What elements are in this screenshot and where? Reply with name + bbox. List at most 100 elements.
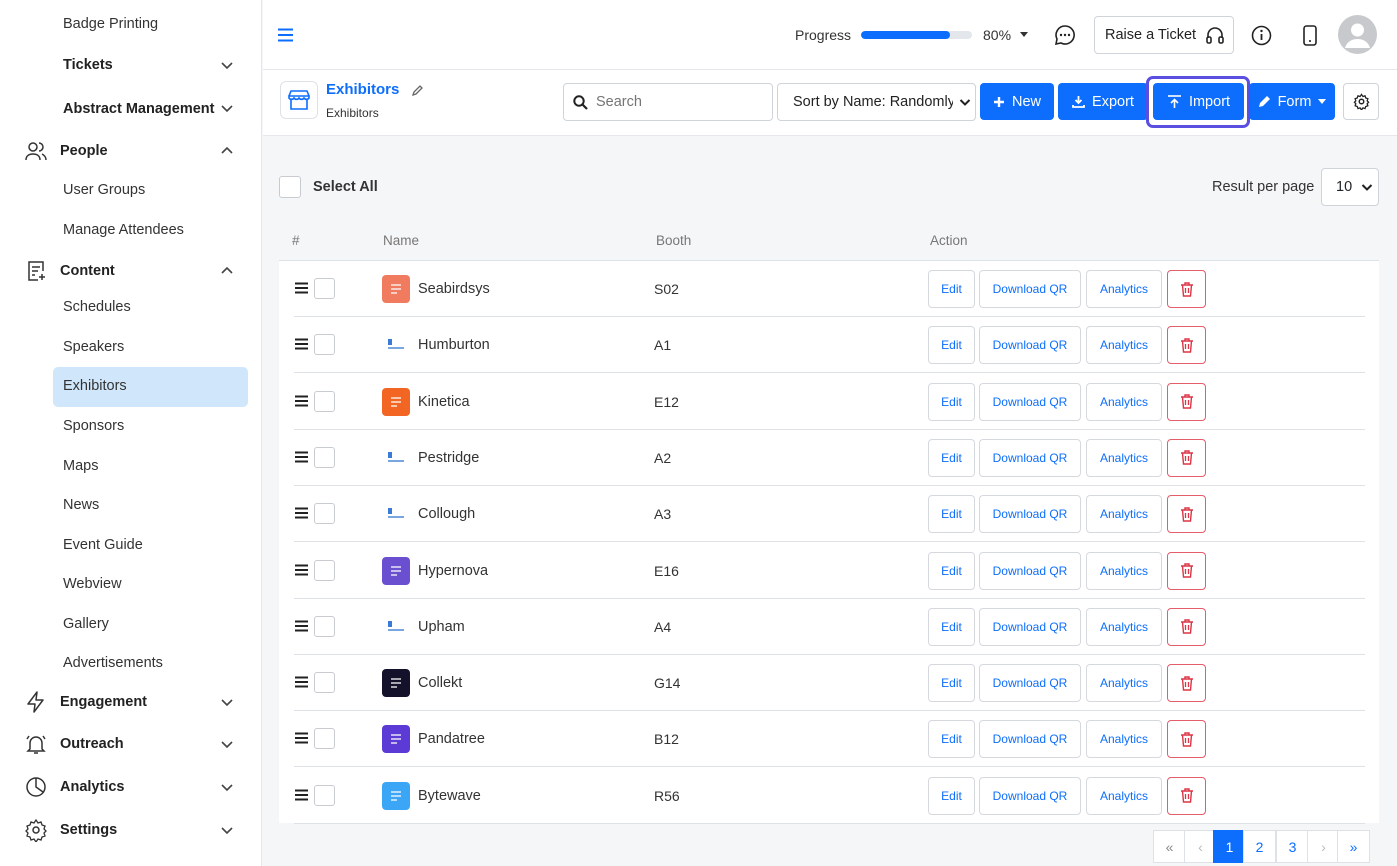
sidebar-item-maps[interactable]: Maps bbox=[63, 458, 99, 474]
chevron-down-icon[interactable] bbox=[219, 694, 235, 710]
sidebar-item-event-guide[interactable]: Event Guide bbox=[63, 537, 143, 553]
drag-handle-icon[interactable] bbox=[295, 282, 308, 294]
mobile-phone-icon[interactable] bbox=[1302, 25, 1318, 46]
row-checkbox[interactable] bbox=[314, 559, 335, 581]
avatar[interactable] bbox=[1338, 15, 1377, 54]
download-qr-button[interactable]: Download QR bbox=[979, 382, 1081, 421]
delete-button[interactable] bbox=[1167, 270, 1206, 308]
sidebar-item-tickets[interactable]: Tickets bbox=[63, 57, 113, 73]
delete-button[interactable] bbox=[1167, 326, 1206, 365]
sidebar-item-exhibitors[interactable]: Exhibitors bbox=[63, 378, 127, 394]
chevron-down-icon[interactable] bbox=[219, 779, 235, 795]
edit-button[interactable]: Edit bbox=[928, 382, 975, 421]
select-all-checkbox[interactable] bbox=[279, 176, 301, 198]
sidebar-section-outreach[interactable]: Outreach bbox=[24, 730, 239, 758]
chevron-down-icon[interactable] bbox=[219, 57, 235, 73]
export-button[interactable]: Export bbox=[1058, 83, 1148, 120]
row-checkbox[interactable] bbox=[314, 672, 335, 694]
chat-icon[interactable] bbox=[1054, 24, 1076, 46]
analytics-button[interactable]: Analytics bbox=[1086, 270, 1162, 308]
delete-button[interactable] bbox=[1167, 438, 1206, 477]
analytics-button[interactable]: Analytics bbox=[1086, 776, 1162, 815]
drag-handle-icon[interactable] bbox=[295, 338, 308, 350]
import-button[interactable]: Import bbox=[1153, 83, 1244, 120]
sidebar-item-gallery[interactable]: Gallery bbox=[63, 616, 109, 632]
chevron-down-icon[interactable] bbox=[219, 736, 235, 752]
row-checkbox[interactable] bbox=[314, 615, 335, 637]
sidebar-item-webview[interactable]: Webview bbox=[63, 576, 122, 592]
sidebar-item-sponsors[interactable]: Sponsors bbox=[63, 418, 125, 434]
analytics-button[interactable]: Analytics bbox=[1086, 438, 1162, 477]
sidebar-section-settings[interactable]: Settings bbox=[24, 816, 239, 844]
analytics-button[interactable]: Analytics bbox=[1086, 326, 1162, 365]
raise-ticket-button[interactable]: Raise a Ticket bbox=[1094, 16, 1234, 54]
download-qr-button[interactable]: Download QR bbox=[979, 270, 1081, 308]
delete-button[interactable] bbox=[1167, 664, 1206, 703]
pagination-page-1[interactable]: 1 bbox=[1213, 830, 1246, 863]
chevron-down-icon[interactable] bbox=[219, 100, 235, 116]
sort-select[interactable]: Sort by Name: Randomly bbox=[777, 83, 976, 121]
sidebar-item-user-groups[interactable]: User Groups bbox=[63, 182, 146, 198]
column-header-name[interactable]: Name bbox=[383, 233, 420, 248]
row-checkbox[interactable] bbox=[314, 278, 335, 299]
edit-button[interactable]: Edit bbox=[928, 438, 975, 477]
chevron-up-icon[interactable] bbox=[219, 143, 235, 159]
pagination-first[interactable]: « bbox=[1153, 830, 1186, 863]
delete-button[interactable] bbox=[1167, 607, 1206, 646]
row-checkbox[interactable] bbox=[314, 334, 335, 356]
pencil-icon[interactable] bbox=[411, 84, 424, 97]
row-checkbox[interactable] bbox=[314, 390, 335, 412]
drag-handle-icon[interactable] bbox=[295, 789, 308, 801]
drag-handle-icon[interactable] bbox=[295, 451, 308, 463]
search-box[interactable] bbox=[563, 83, 773, 121]
pagination-page-3[interactable]: 3 bbox=[1276, 830, 1309, 863]
sidebar-section-people[interactable]: People bbox=[24, 137, 239, 165]
drag-handle-icon[interactable] bbox=[295, 620, 308, 632]
analytics-button[interactable]: Analytics bbox=[1086, 607, 1162, 646]
download-qr-button[interactable]: Download QR bbox=[979, 495, 1081, 534]
download-qr-button[interactable]: Download QR bbox=[979, 664, 1081, 703]
chevron-down-icon[interactable] bbox=[219, 822, 235, 838]
sidebar-item-abstract-management[interactable]: Abstract Management bbox=[63, 101, 215, 117]
search-input[interactable] bbox=[596, 94, 766, 110]
analytics-button[interactable]: Analytics bbox=[1086, 551, 1162, 590]
caret-down-icon[interactable] bbox=[1019, 31, 1029, 38]
sidebar-item-manage-attendees[interactable]: Manage Attendees bbox=[63, 222, 184, 238]
analytics-button[interactable]: Analytics bbox=[1086, 664, 1162, 703]
result-per-page-select[interactable]: 10 bbox=[1321, 168, 1379, 206]
analytics-button[interactable]: Analytics bbox=[1086, 382, 1162, 421]
column-header-booth[interactable]: Booth bbox=[656, 233, 692, 248]
edit-button[interactable]: Edit bbox=[928, 551, 975, 590]
drag-handle-icon[interactable] bbox=[295, 676, 308, 688]
row-checkbox[interactable] bbox=[314, 728, 335, 750]
new-button[interactable]: New bbox=[980, 83, 1054, 120]
delete-button[interactable] bbox=[1167, 382, 1206, 421]
edit-button[interactable]: Edit bbox=[928, 495, 975, 534]
sidebar-item-schedules[interactable]: Schedules bbox=[63, 299, 131, 315]
sidebar-item-speakers[interactable]: Speakers bbox=[63, 339, 125, 355]
edit-button[interactable]: Edit bbox=[928, 270, 975, 308]
drag-handle-icon[interactable] bbox=[295, 395, 308, 407]
download-qr-button[interactable]: Download QR bbox=[979, 720, 1081, 759]
sidebar-section-analytics[interactable]: Analytics bbox=[24, 773, 239, 801]
drag-handle-icon[interactable] bbox=[295, 564, 308, 576]
delete-button[interactable] bbox=[1167, 551, 1206, 590]
analytics-button[interactable]: Analytics bbox=[1086, 495, 1162, 534]
delete-button[interactable] bbox=[1167, 720, 1206, 759]
edit-button[interactable]: Edit bbox=[928, 607, 975, 646]
row-checkbox[interactable] bbox=[314, 503, 335, 525]
row-checkbox[interactable] bbox=[314, 784, 335, 806]
settings-button[interactable] bbox=[1343, 83, 1379, 120]
delete-button[interactable] bbox=[1167, 776, 1206, 815]
download-qr-button[interactable]: Download QR bbox=[979, 607, 1081, 646]
pagination-page-2[interactable]: 2 bbox=[1243, 830, 1276, 863]
info-icon[interactable] bbox=[1251, 25, 1272, 46]
analytics-button[interactable]: Analytics bbox=[1086, 720, 1162, 759]
pagination-next[interactable]: › bbox=[1307, 830, 1340, 863]
delete-button[interactable] bbox=[1167, 495, 1206, 534]
edit-button[interactable]: Edit bbox=[928, 664, 975, 703]
row-checkbox[interactable] bbox=[314, 446, 335, 468]
drag-handle-icon[interactable] bbox=[295, 732, 308, 744]
hamburger-menu-icon[interactable] bbox=[277, 28, 294, 42]
drag-handle-icon[interactable] bbox=[295, 507, 308, 519]
